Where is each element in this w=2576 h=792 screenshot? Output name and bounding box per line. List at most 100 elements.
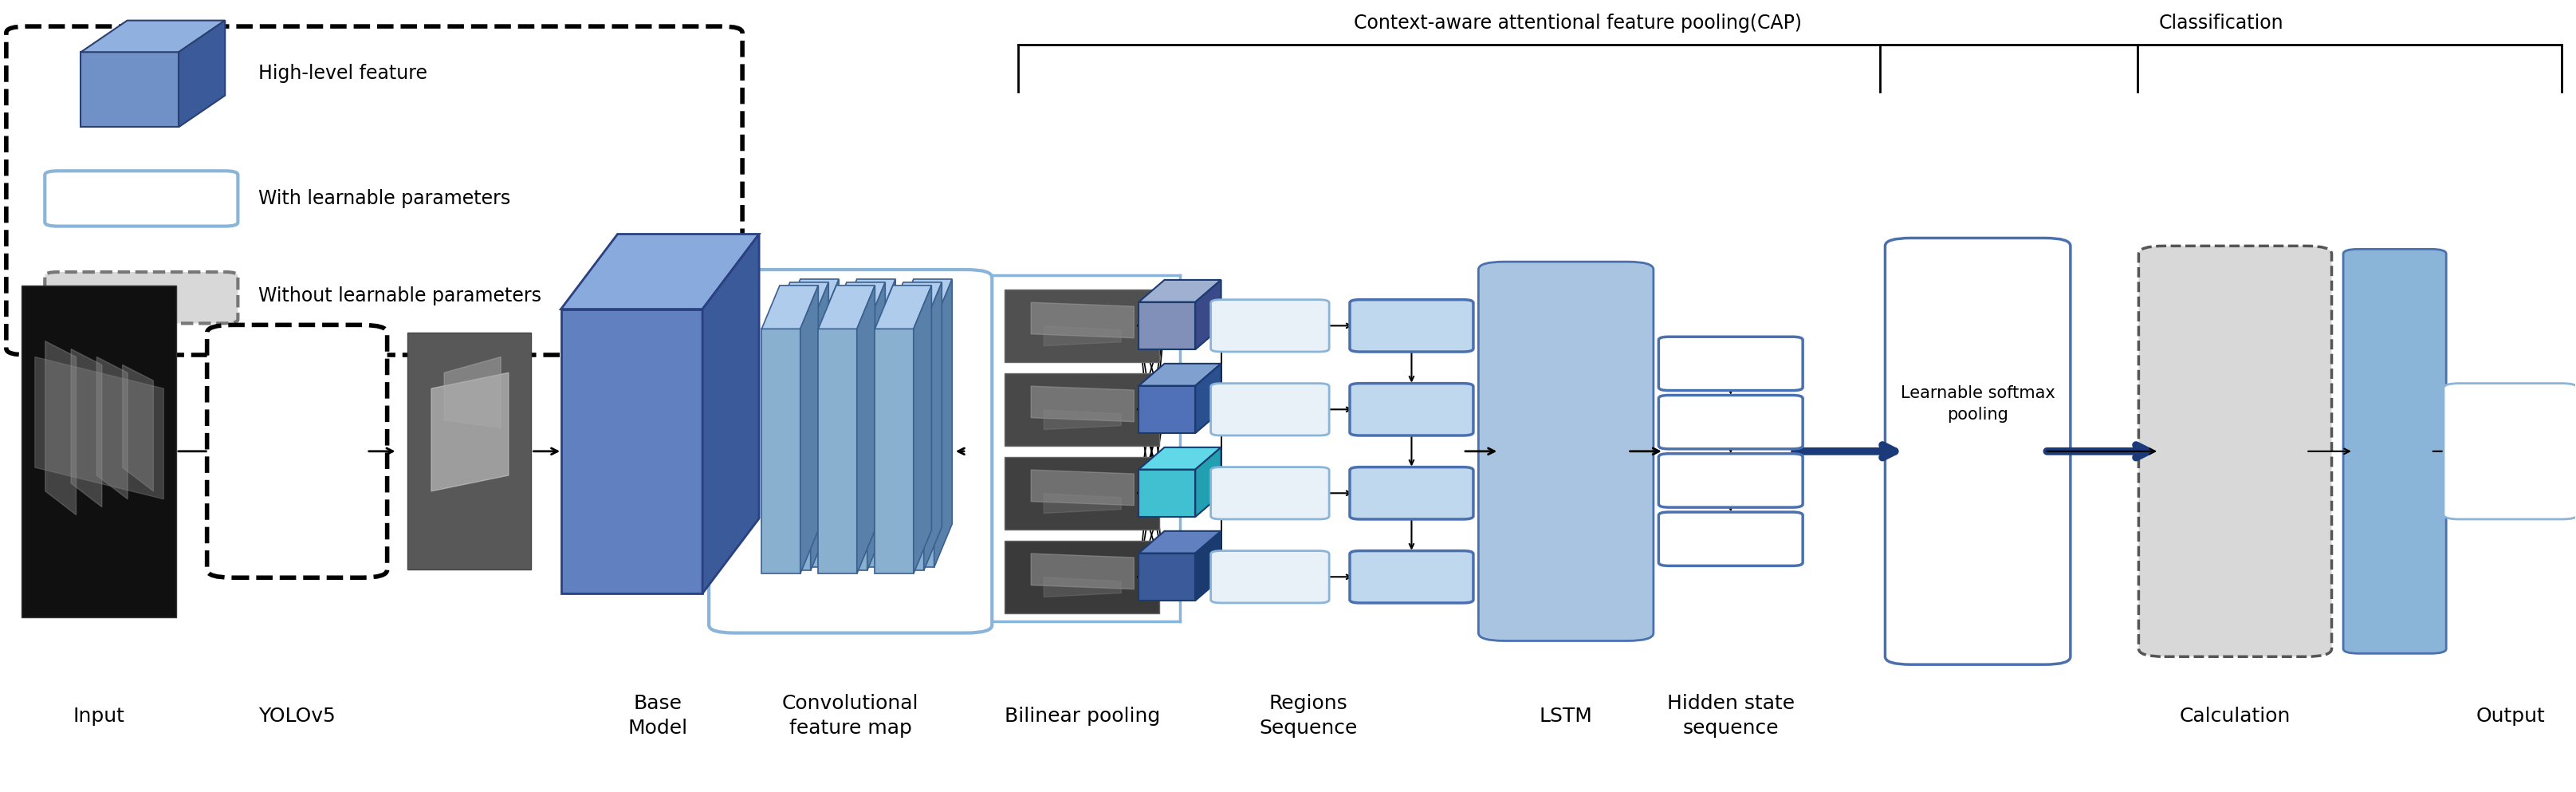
Polygon shape [822,279,840,567]
Text: f2: f2 [1262,402,1278,417]
Polygon shape [1195,531,1221,600]
Polygon shape [801,285,819,573]
Polygon shape [1139,531,1221,553]
FancyBboxPatch shape [1350,467,1473,520]
FancyBboxPatch shape [1479,261,1654,641]
Polygon shape [886,326,925,570]
Polygon shape [1139,447,1221,470]
Text: YOLOv5: YOLOv5 [258,706,335,725]
Polygon shape [773,326,811,570]
Text: Output: Output [2476,706,2545,725]
Polygon shape [562,309,703,593]
Text: Convolutional
feature map: Convolutional feature map [783,694,920,738]
Polygon shape [829,326,868,570]
FancyBboxPatch shape [1886,238,2071,664]
Polygon shape [925,282,943,570]
Text: c1: c1 [1401,318,1422,333]
Polygon shape [773,282,829,326]
FancyBboxPatch shape [2344,249,2447,653]
Polygon shape [407,333,531,569]
Text: c2: c2 [1401,402,1422,417]
Polygon shape [1139,553,1195,600]
Text: Calculation: Calculation [2179,706,2290,725]
Polygon shape [1005,540,1159,613]
Polygon shape [1139,280,1221,302]
FancyBboxPatch shape [1350,299,1473,352]
Polygon shape [840,322,878,567]
Text: c: c [1406,569,1417,584]
Text: LSTM: LSTM [1540,706,1592,725]
Text: h1: h1 [1718,356,1741,371]
Polygon shape [762,329,801,573]
Text: With learnable parameters: With learnable parameters [258,189,510,208]
Polygon shape [876,285,933,329]
FancyBboxPatch shape [1350,383,1473,436]
FancyBboxPatch shape [1659,395,1803,449]
Polygon shape [829,282,886,326]
FancyBboxPatch shape [1211,550,1329,603]
Polygon shape [886,282,943,326]
FancyBboxPatch shape [206,325,386,577]
Polygon shape [783,279,840,322]
FancyBboxPatch shape [2138,246,2331,657]
Text: Y: Y [2504,440,2517,463]
FancyBboxPatch shape [1659,337,1803,390]
Polygon shape [1139,470,1195,517]
FancyBboxPatch shape [708,269,992,633]
Text: hr: hr [1721,473,1739,489]
FancyBboxPatch shape [5,26,742,355]
Text: f1: f1 [1262,318,1278,333]
FancyBboxPatch shape [2445,383,2576,520]
Polygon shape [819,329,858,573]
Polygon shape [935,279,953,567]
FancyBboxPatch shape [1350,550,1473,603]
Polygon shape [562,234,760,309]
Polygon shape [819,285,876,329]
Polygon shape [703,234,760,593]
FancyBboxPatch shape [1211,383,1329,436]
Polygon shape [840,279,896,322]
Polygon shape [783,322,822,567]
Text: Hidden state
sequence: Hidden state sequence [1667,694,1795,738]
Polygon shape [80,52,178,127]
Polygon shape [876,329,914,573]
Polygon shape [1139,364,1221,386]
Text: h: h [1726,531,1736,547]
Text: cr: cr [1404,485,1419,501]
FancyBboxPatch shape [44,272,237,323]
Text: Learnable softmax
pooling: Learnable softmax pooling [1901,386,2056,422]
Polygon shape [80,21,224,52]
Text: h2: h2 [1718,414,1741,430]
Text: Input: Input [72,706,124,725]
Text: Base
Model: Base Model [629,694,688,738]
Polygon shape [896,322,935,567]
Polygon shape [1195,447,1221,517]
FancyBboxPatch shape [1211,299,1329,352]
Polygon shape [1195,280,1221,349]
Text: Regions
Sequence: Regions Sequence [1260,694,1358,738]
FancyBboxPatch shape [44,171,237,227]
Polygon shape [1005,373,1159,446]
Text: Without learnable parameters: Without learnable parameters [258,286,541,305]
Text: f: f [1267,569,1273,584]
Polygon shape [858,285,876,573]
Text: fr: fr [1262,485,1278,501]
Polygon shape [868,282,886,570]
Text: High-level feature: High-level feature [258,64,428,83]
Polygon shape [1005,457,1159,530]
Text: Bilinear pooling: Bilinear pooling [1005,706,1159,725]
Polygon shape [1005,289,1159,362]
FancyBboxPatch shape [1659,454,1803,508]
Polygon shape [1139,302,1195,349]
Polygon shape [1195,364,1221,433]
Polygon shape [21,285,175,617]
Polygon shape [178,21,224,127]
Polygon shape [878,279,896,567]
Polygon shape [914,285,933,573]
Text: Context-aware attentional feature pooling(CAP): Context-aware attentional feature poolin… [1352,13,1801,32]
FancyBboxPatch shape [1211,467,1329,520]
Polygon shape [762,285,819,329]
FancyBboxPatch shape [1659,512,1803,565]
Polygon shape [811,282,829,570]
Polygon shape [896,279,953,322]
